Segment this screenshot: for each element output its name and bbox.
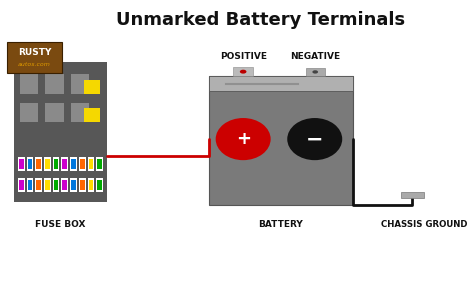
Circle shape <box>312 70 318 74</box>
Bar <box>19 159 24 169</box>
Circle shape <box>240 70 246 74</box>
Bar <box>209 76 353 91</box>
Bar <box>79 178 85 192</box>
Bar <box>44 178 51 192</box>
Bar <box>70 157 77 171</box>
Ellipse shape <box>216 118 271 160</box>
Bar <box>401 192 424 198</box>
Bar <box>70 178 77 192</box>
Bar <box>18 157 25 171</box>
Bar <box>45 180 50 190</box>
Bar <box>83 108 100 122</box>
Bar <box>71 74 89 94</box>
Text: autos.com: autos.com <box>18 62 51 67</box>
Bar <box>36 180 41 190</box>
Bar <box>27 157 33 171</box>
Bar <box>80 159 84 169</box>
Text: FUSE BOX: FUSE BOX <box>35 220 86 229</box>
Text: NEGATIVE: NEGATIVE <box>290 52 340 61</box>
Text: RUSTY: RUSTY <box>18 47 51 56</box>
Bar <box>83 80 100 94</box>
Bar <box>36 178 42 192</box>
Bar <box>54 159 58 169</box>
Bar <box>71 180 76 190</box>
Bar <box>63 159 67 169</box>
Bar <box>89 180 93 190</box>
Bar <box>233 67 253 76</box>
Bar <box>27 180 32 190</box>
Bar <box>96 178 103 192</box>
Text: −: − <box>306 129 323 149</box>
Bar <box>80 180 84 190</box>
Ellipse shape <box>287 118 342 160</box>
Bar <box>71 103 89 122</box>
Bar <box>79 157 85 171</box>
Bar <box>45 159 50 169</box>
Text: +: + <box>236 130 251 148</box>
Text: POSITIVE: POSITIVE <box>219 52 267 61</box>
Bar <box>97 159 102 169</box>
Bar <box>96 157 103 171</box>
Bar <box>62 178 68 192</box>
Bar <box>36 157 42 171</box>
Bar <box>44 157 51 171</box>
Text: Unmarked Battery Terminals: Unmarked Battery Terminals <box>116 11 405 29</box>
Bar <box>19 180 24 190</box>
Bar <box>97 180 102 190</box>
Bar <box>53 178 59 192</box>
Bar <box>53 157 59 171</box>
Text: BATTERY: BATTERY <box>258 220 303 229</box>
Bar <box>20 103 38 122</box>
Text: CHASSIS GROUND: CHASSIS GROUND <box>381 220 467 229</box>
Bar <box>14 62 107 202</box>
Bar <box>27 159 32 169</box>
Bar <box>18 178 25 192</box>
Bar <box>306 68 325 76</box>
Bar <box>54 180 58 190</box>
Bar <box>63 180 67 190</box>
Bar <box>45 74 64 94</box>
Bar <box>27 178 33 192</box>
Bar <box>20 74 38 94</box>
Bar <box>45 103 64 122</box>
FancyBboxPatch shape <box>7 42 62 73</box>
Bar <box>89 159 93 169</box>
Bar <box>71 159 76 169</box>
Bar <box>62 157 68 171</box>
Bar <box>36 159 41 169</box>
Bar <box>88 178 94 192</box>
Bar <box>209 76 353 205</box>
Bar <box>88 157 94 171</box>
